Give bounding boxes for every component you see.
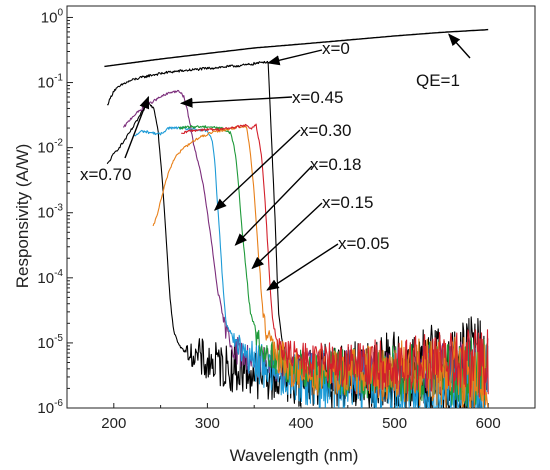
series-line-x-0-05 [181, 123, 489, 398]
annotation-arrow [266, 243, 339, 291]
y-tick-label: 100 [41, 7, 64, 26]
y-tick-label: 10-5 [37, 333, 63, 352]
x-tick-label: 400 [288, 415, 313, 432]
annotation-arrow [267, 49, 323, 66]
annotation-label-x030: x=0.30 [300, 121, 352, 140]
annotation-arrow [234, 165, 313, 246]
x-tick-label: 500 [382, 415, 407, 432]
annotation-arrow [213, 129, 301, 211]
y-tick-label: 10-1 [37, 73, 63, 92]
y-tick-label: 10-6 [37, 398, 63, 417]
annotation-label-qe1: QE=1 [416, 71, 460, 90]
y-tick-label: 10-4 [37, 268, 63, 287]
series-line-qe-1 [104, 28, 489, 68]
annotation-label-x045: x=0.45 [292, 88, 344, 107]
y-tick-label: 10-2 [37, 138, 63, 157]
y-axis-label: Responsivity (A/W) [13, 144, 32, 289]
x-axis: 200 300 400 500 600 [101, 403, 536, 432]
annotation-label-x070: x=0.70 [80, 165, 132, 184]
series-layer [104, 28, 489, 408]
x-axis-label: Wavelength (nm) [230, 446, 359, 465]
annotation-label-x005: x=0.05 [338, 234, 390, 253]
annotation-arrow [179, 96, 293, 108]
plot-area-border [66, 5, 536, 409]
annotation-label-x018: x=0.18 [310, 155, 362, 174]
annotation-label-x0: x=0 [322, 39, 350, 58]
plot-frame [66, 5, 536, 409]
annotation-arrow [251, 202, 323, 270]
y-axis: 10-6 10-5 10-4 10-3 10-2 10-1 100 [37, 7, 73, 417]
annotation-label-x015: x=0.15 [322, 193, 374, 212]
annotations: x=0 x=0.45 x=0.30 x=0.18 x=0.15 x=0.05 x=0.70 Q… [80, 33, 471, 291]
x-tick-label: 200 [101, 415, 126, 432]
annotation-arrow [124, 95, 150, 159]
x-tick-label: 600 [476, 415, 501, 432]
annotation-arrow [448, 33, 471, 59]
y-tick-label: 10-3 [37, 203, 63, 222]
x-tick-label: 300 [195, 415, 220, 432]
